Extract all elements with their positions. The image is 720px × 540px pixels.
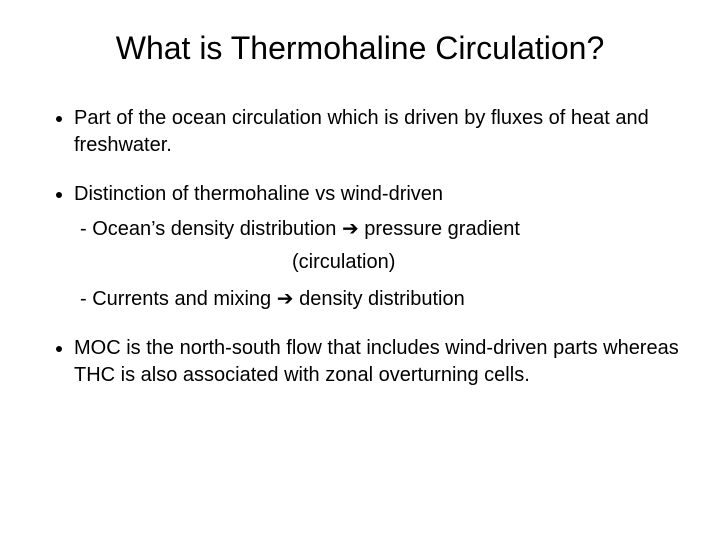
slide-body: Part of the ocean circulation which is d… [40,105,680,389]
sub-item: - Ocean’s density distribution ➔ pressur… [80,216,680,243]
bullet-item: MOC is the north-south flow that include… [74,335,680,389]
sub-item-continuation: (circulation) [80,249,680,276]
slide: What is Thermohaline Circulation? Part o… [0,0,720,540]
sub-text: density distribution [294,288,465,310]
sub-text: - Ocean’s density distribution [80,218,342,240]
bullet-list: Part of the ocean circulation which is d… [40,105,680,389]
slide-title: What is Thermohaline Circulation? [40,30,680,67]
bullet-text: MOC is the north-south flow that include… [74,337,679,386]
sub-list: - Ocean’s density distribution ➔ pressur… [74,216,680,313]
bullet-item: Distinction of thermohaline vs wind-driv… [74,181,680,313]
bullet-item: Part of the ocean circulation which is d… [74,105,680,159]
sub-text: pressure gradient [359,218,520,240]
bullet-text: Part of the ocean circulation which is d… [74,107,649,156]
bullet-text: Distinction of thermohaline vs wind-driv… [74,183,443,205]
arrow-icon: ➔ [342,218,359,240]
arrow-icon: ➔ [277,288,294,310]
sub-item: - Currents and mixing ➔ density distribu… [80,286,680,313]
sub-text: (circulation) [292,251,395,273]
sub-text: - Currents and mixing [80,288,277,310]
